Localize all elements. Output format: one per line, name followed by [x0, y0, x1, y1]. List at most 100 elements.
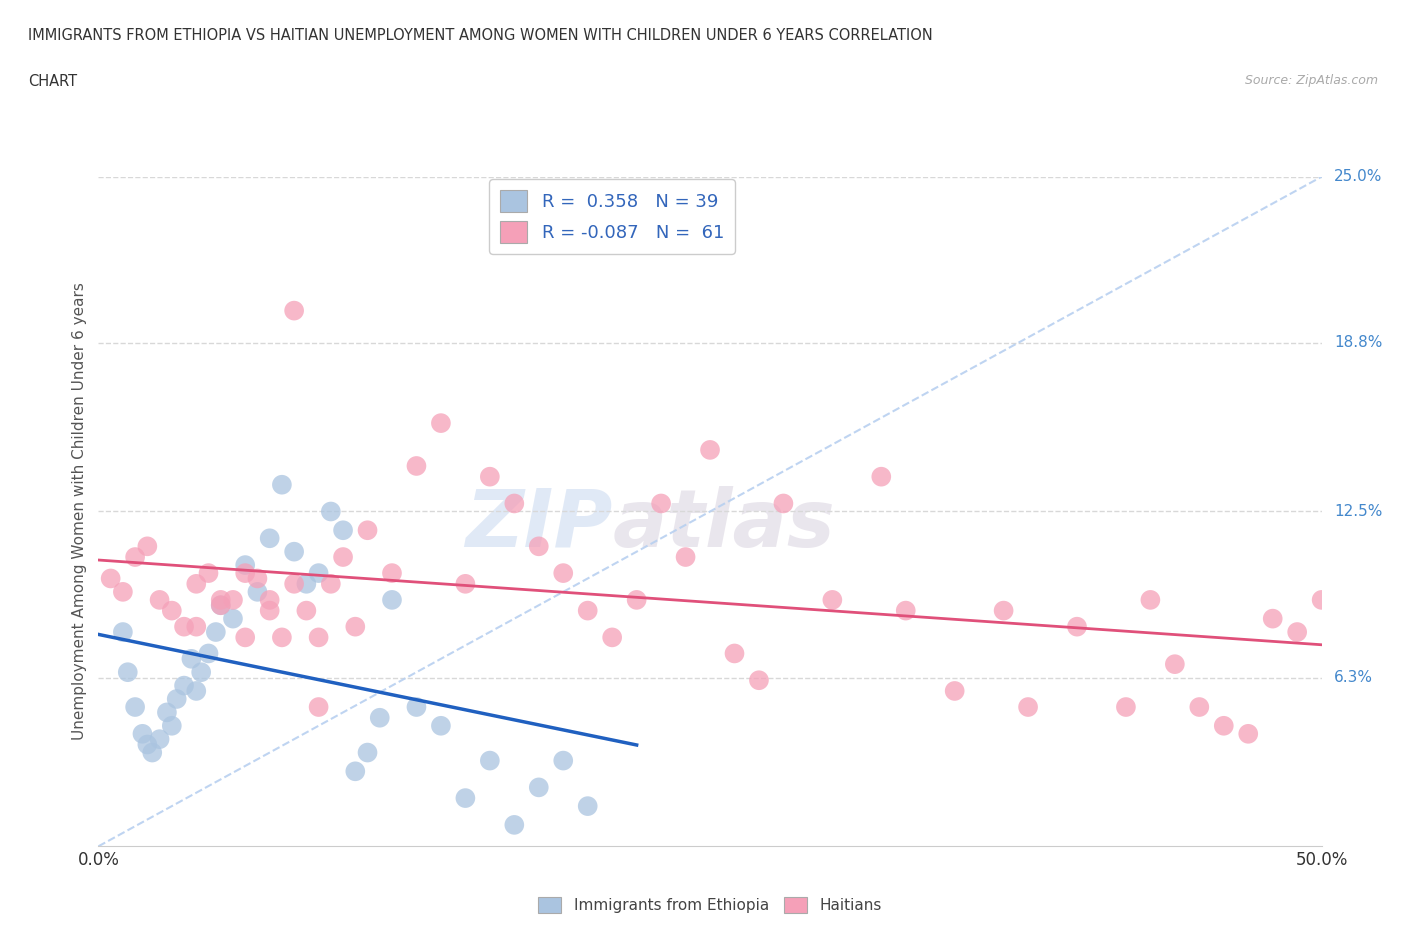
Text: CHART: CHART: [28, 74, 77, 89]
Point: [149, 732, 172, 747]
Point: [626, 592, 648, 607]
Point: [259, 604, 281, 618]
Point: [156, 705, 179, 720]
Point: [405, 458, 427, 473]
Point: [197, 565, 219, 580]
Point: [553, 565, 575, 580]
Point: [270, 630, 294, 644]
Point: [246, 571, 269, 586]
Point: [246, 584, 269, 599]
Point: [1188, 699, 1211, 714]
Point: [205, 625, 228, 640]
Point: [454, 577, 477, 591]
Point: [772, 496, 794, 511]
Point: [173, 678, 195, 693]
Point: [1212, 718, 1234, 733]
Point: [650, 496, 672, 511]
Point: [295, 577, 318, 591]
Point: [344, 764, 367, 778]
Point: [186, 577, 208, 591]
Point: [332, 523, 354, 538]
Point: [141, 745, 163, 760]
Text: 25.0%: 25.0%: [1334, 169, 1382, 184]
Point: [894, 604, 917, 618]
Point: [117, 665, 139, 680]
Point: [576, 604, 599, 618]
Point: [332, 550, 354, 565]
Point: [222, 592, 245, 607]
Point: [430, 718, 453, 733]
Point: [209, 592, 232, 607]
Point: [430, 416, 453, 431]
Point: [454, 790, 477, 805]
Point: [233, 565, 256, 580]
Point: [344, 619, 367, 634]
Point: [111, 625, 134, 640]
Point: [1139, 592, 1161, 607]
Point: [600, 630, 623, 644]
Point: [308, 565, 330, 580]
Point: [180, 651, 202, 666]
Point: [356, 745, 378, 760]
Point: [576, 799, 599, 814]
Point: [233, 558, 256, 573]
Text: 18.8%: 18.8%: [1334, 335, 1382, 351]
Point: [124, 699, 146, 714]
Point: [553, 753, 575, 768]
Point: [748, 672, 770, 687]
Point: [381, 565, 404, 580]
Point: [527, 538, 550, 553]
Point: [1066, 619, 1088, 634]
Point: [368, 711, 391, 725]
Point: [186, 619, 208, 634]
Point: [821, 592, 844, 607]
Point: [100, 571, 122, 586]
Text: ZIP: ZIP: [465, 485, 612, 564]
Point: [319, 504, 342, 519]
Point: [675, 550, 697, 565]
Point: [173, 619, 195, 634]
Point: [136, 538, 159, 553]
Point: [870, 470, 893, 485]
Point: [1017, 699, 1039, 714]
Point: [270, 477, 294, 492]
Point: [1164, 657, 1187, 671]
Point: [943, 684, 966, 698]
Point: [1310, 592, 1333, 607]
Text: IMMIGRANTS FROM ETHIOPIA VS HAITIAN UNEMPLOYMENT AMONG WOMEN WITH CHILDREN UNDER: IMMIGRANTS FROM ETHIOPIA VS HAITIAN UNEM…: [28, 28, 932, 43]
Point: [209, 598, 232, 613]
Point: [405, 699, 427, 714]
Point: [259, 592, 281, 607]
Point: [160, 604, 183, 618]
Point: [1237, 726, 1260, 741]
Point: [503, 496, 526, 511]
Point: [111, 584, 134, 599]
Point: [283, 303, 305, 318]
Text: atlas: atlas: [612, 485, 835, 564]
Point: [233, 630, 256, 644]
Point: [197, 646, 219, 661]
Point: [478, 753, 501, 768]
Point: [295, 604, 318, 618]
Text: 12.5%: 12.5%: [1334, 504, 1382, 519]
Point: [160, 718, 183, 733]
Point: [124, 550, 146, 565]
Point: [149, 592, 172, 607]
Point: [131, 726, 153, 741]
Point: [259, 531, 281, 546]
Point: [478, 470, 501, 485]
Point: [222, 611, 245, 626]
Point: [723, 646, 745, 661]
Point: [1115, 699, 1137, 714]
Point: [308, 630, 330, 644]
Point: [381, 592, 404, 607]
Point: [190, 665, 212, 680]
Point: [699, 443, 721, 458]
Point: [283, 577, 305, 591]
Point: [166, 692, 188, 707]
Text: Source: ZipAtlas.com: Source: ZipAtlas.com: [1244, 74, 1378, 87]
Point: [186, 684, 208, 698]
Point: [356, 523, 378, 538]
Legend: Immigrants from Ethiopia, Haitians: Immigrants from Ethiopia, Haitians: [533, 891, 887, 919]
Y-axis label: Unemployment Among Women with Children Under 6 years: Unemployment Among Women with Children U…: [72, 283, 87, 740]
